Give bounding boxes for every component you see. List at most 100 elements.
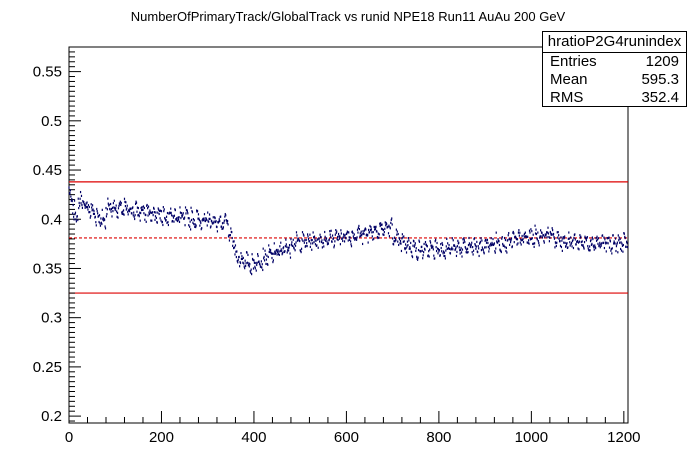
- data-point: [487, 245, 489, 248]
- x-tick-label: 1200: [607, 429, 640, 446]
- data-point: [510, 237, 513, 240]
- data-point: [134, 202, 137, 205]
- data-point: [583, 246, 585, 249]
- data-point: [331, 234, 334, 237]
- data-point: [505, 249, 507, 253]
- data-point: [353, 233, 355, 236]
- x-tick-label: 600: [334, 429, 359, 446]
- x-tick-label: 1000: [515, 429, 548, 446]
- data-point: [574, 238, 576, 241]
- data-point: [269, 249, 272, 252]
- data-point: [343, 240, 346, 243]
- data-point: [255, 269, 257, 272]
- data-point: [549, 236, 551, 239]
- data-point: [330, 236, 332, 239]
- data-point: [338, 235, 340, 238]
- data-point: [258, 260, 260, 263]
- data-point: [515, 235, 517, 239]
- data-point: [187, 212, 189, 215]
- data-point: [380, 222, 382, 225]
- data-point: [438, 250, 440, 253]
- data-point: [608, 236, 610, 239]
- data-point: [248, 262, 250, 265]
- data-point: [190, 218, 193, 222]
- data-point: [82, 200, 84, 203]
- data-point: [523, 234, 525, 237]
- data-point: [147, 205, 150, 208]
- data-point: [515, 238, 518, 241]
- data-point: [411, 251, 413, 254]
- data-point: [155, 216, 157, 220]
- data-point: [458, 246, 460, 249]
- data-point: [208, 217, 210, 220]
- data-point: [610, 249, 612, 252]
- data-point: [102, 216, 104, 220]
- data-point: [153, 211, 156, 214]
- data-point: [150, 219, 152, 222]
- data-point: [193, 223, 195, 226]
- data-point: [443, 254, 445, 258]
- data-point: [110, 210, 112, 213]
- data-point: [271, 256, 273, 260]
- data-point: [564, 241, 566, 245]
- data-point: [405, 251, 408, 254]
- data-point: [509, 243, 511, 246]
- data-point: [621, 242, 623, 245]
- data-point: [309, 233, 311, 236]
- data-point: [328, 238, 330, 241]
- data-point: [567, 246, 569, 249]
- data-point: [184, 224, 186, 227]
- data-point: [89, 216, 91, 219]
- data-point: [545, 233, 547, 236]
- data-point: [241, 257, 243, 261]
- data-point: [199, 224, 201, 227]
- data-point: [573, 236, 575, 239]
- data-point: [385, 221, 387, 225]
- data-point: [221, 227, 223, 230]
- data-point: [517, 242, 519, 245]
- data-point: [577, 241, 580, 244]
- data-point: [100, 221, 102, 224]
- data-point: [460, 251, 463, 254]
- data-point: [396, 230, 398, 233]
- data-point: [164, 217, 166, 220]
- data-point: [93, 212, 96, 215]
- data-point: [355, 238, 358, 241]
- data-point: [380, 223, 382, 227]
- data-point: [344, 233, 346, 237]
- data-point: [616, 241, 618, 244]
- data-point: [180, 211, 182, 215]
- data-point: [480, 249, 483, 252]
- data-point: [238, 255, 240, 259]
- data-point: [211, 220, 213, 223]
- data-point: [251, 272, 253, 276]
- data-point: [169, 212, 171, 215]
- data-point: [157, 207, 159, 210]
- data-point: [93, 209, 95, 213]
- data-point: [208, 213, 211, 216]
- data-point: [470, 245, 472, 249]
- data-point: [457, 239, 459, 242]
- data-point: [600, 243, 602, 246]
- data-point: [441, 241, 443, 245]
- data-point: [92, 212, 95, 215]
- data-point: [123, 197, 126, 200]
- data-point: [423, 242, 425, 246]
- data-point: [218, 220, 220, 223]
- data-point: [468, 236, 470, 240]
- data-point: [268, 244, 270, 247]
- data-point: [503, 236, 506, 240]
- data-point: [566, 242, 568, 245]
- data-point: [615, 245, 618, 248]
- data-point: [413, 240, 415, 243]
- data-point: [79, 190, 82, 194]
- data-point: [277, 253, 280, 256]
- data-point: [539, 235, 541, 238]
- data-point: [521, 239, 523, 242]
- data-point: [359, 235, 361, 238]
- data-point: [476, 240, 478, 243]
- data-point: [306, 242, 308, 245]
- data-point: [414, 243, 416, 247]
- data-point: [173, 220, 175, 223]
- data-point: [145, 220, 147, 223]
